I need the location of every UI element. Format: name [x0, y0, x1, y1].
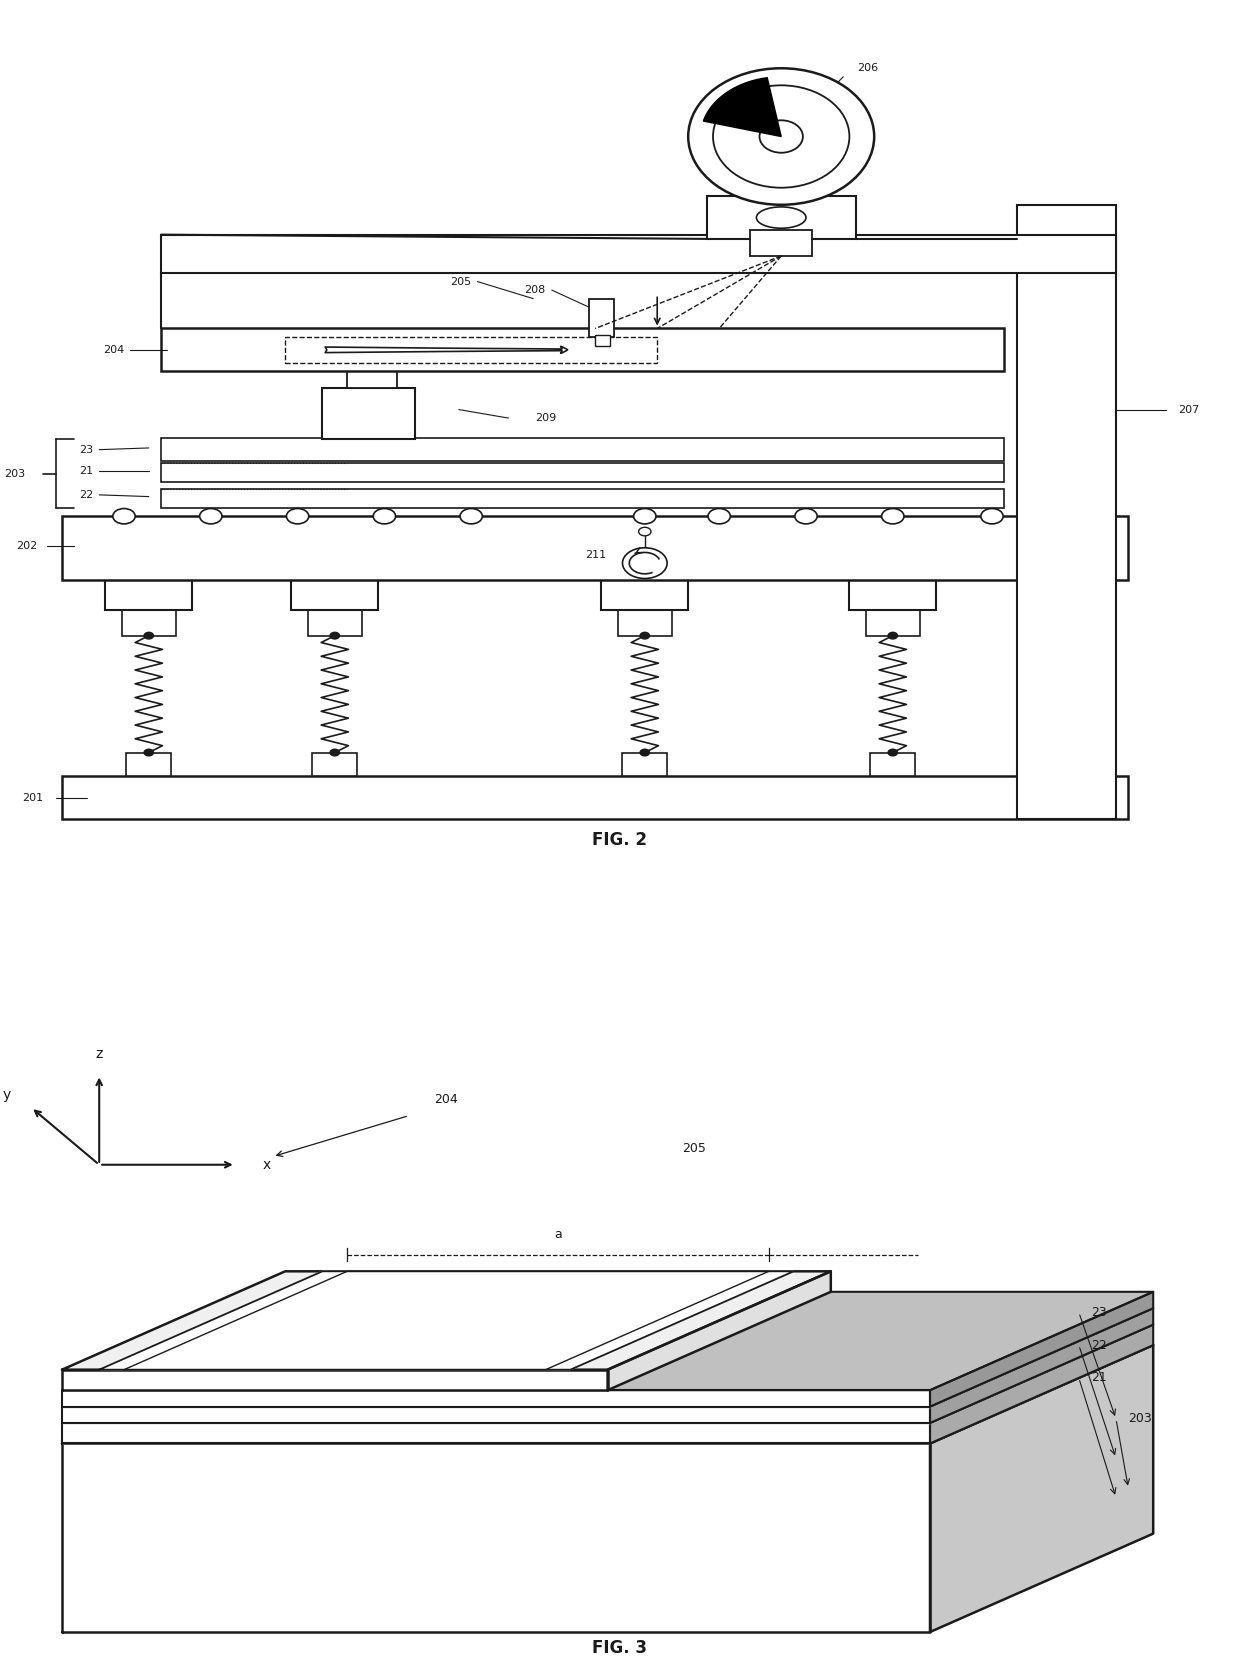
Polygon shape — [930, 1345, 1153, 1633]
Circle shape — [286, 509, 309, 524]
Bar — [750, 231, 812, 256]
Bar — [622, 753, 667, 776]
Text: z: z — [95, 1047, 103, 1061]
Bar — [347, 371, 397, 388]
Ellipse shape — [688, 69, 874, 204]
Text: 204: 204 — [434, 1092, 459, 1106]
Bar — [126, 753, 171, 776]
Bar — [312, 753, 357, 776]
Polygon shape — [62, 1308, 1153, 1407]
Polygon shape — [930, 1308, 1153, 1424]
Text: 22: 22 — [79, 490, 93, 500]
Circle shape — [144, 750, 154, 756]
Circle shape — [622, 547, 667, 579]
Text: FIG. 3: FIG. 3 — [593, 1640, 647, 1658]
Circle shape — [795, 509, 817, 524]
Circle shape — [888, 750, 898, 756]
Polygon shape — [62, 1390, 930, 1407]
Bar — [618, 611, 672, 636]
Text: 21: 21 — [1091, 1372, 1107, 1384]
Text: FIG. 2: FIG. 2 — [593, 831, 647, 850]
Text: a: a — [554, 1228, 562, 1241]
Text: 206: 206 — [857, 64, 879, 74]
Text: 207: 207 — [1178, 405, 1199, 415]
Polygon shape — [62, 1407, 930, 1424]
Polygon shape — [62, 1325, 1153, 1424]
Circle shape — [634, 509, 656, 524]
Circle shape — [981, 509, 1003, 524]
Polygon shape — [62, 1370, 608, 1390]
Circle shape — [200, 509, 222, 524]
Polygon shape — [608, 1271, 831, 1390]
Circle shape — [641, 632, 650, 639]
Circle shape — [113, 509, 135, 524]
Polygon shape — [62, 1424, 930, 1444]
Bar — [285, 336, 657, 363]
Text: 22: 22 — [1091, 1338, 1107, 1352]
Ellipse shape — [759, 120, 804, 152]
Text: x: x — [263, 1158, 270, 1171]
Polygon shape — [930, 1292, 1153, 1407]
Bar — [105, 581, 192, 611]
Text: 205: 205 — [450, 276, 471, 286]
Circle shape — [882, 509, 904, 524]
Bar — [308, 611, 362, 636]
Bar — [601, 581, 688, 611]
Bar — [161, 328, 1004, 371]
Text: 203: 203 — [4, 468, 25, 478]
Text: 201: 201 — [22, 793, 43, 803]
Polygon shape — [703, 77, 781, 137]
Polygon shape — [930, 1325, 1153, 1444]
Bar — [322, 388, 415, 440]
Bar — [849, 581, 936, 611]
Polygon shape — [62, 1444, 930, 1633]
Bar — [62, 517, 1128, 581]
Polygon shape — [99, 1271, 794, 1370]
Bar — [589, 299, 614, 336]
Bar — [161, 438, 1004, 460]
Text: 203: 203 — [1128, 1412, 1152, 1425]
Ellipse shape — [713, 85, 849, 187]
Circle shape — [330, 750, 339, 756]
Text: 211: 211 — [584, 550, 606, 559]
Bar — [866, 611, 920, 636]
Circle shape — [373, 509, 396, 524]
Bar — [870, 753, 915, 776]
Bar — [161, 489, 1004, 507]
Bar — [161, 463, 1004, 482]
Text: 204: 204 — [103, 345, 124, 355]
Bar — [1017, 204, 1116, 820]
Text: 209: 209 — [534, 413, 557, 423]
Text: 208: 208 — [525, 284, 546, 294]
Circle shape — [460, 509, 482, 524]
Bar — [595, 335, 610, 346]
Bar — [291, 581, 378, 611]
Circle shape — [330, 632, 339, 639]
Bar — [707, 196, 856, 239]
Polygon shape — [62, 1271, 831, 1370]
Ellipse shape — [756, 207, 806, 228]
Bar — [161, 234, 1116, 273]
Text: y: y — [2, 1087, 10, 1103]
Bar — [62, 776, 1128, 820]
Polygon shape — [62, 1345, 1153, 1444]
Text: 21: 21 — [79, 467, 93, 477]
Circle shape — [641, 750, 650, 756]
Text: 23: 23 — [79, 445, 93, 455]
Circle shape — [639, 527, 651, 535]
Circle shape — [888, 632, 898, 639]
Polygon shape — [62, 1292, 1153, 1390]
Text: 202: 202 — [16, 540, 37, 550]
Circle shape — [708, 509, 730, 524]
Text: 23: 23 — [1091, 1307, 1107, 1318]
Bar — [122, 611, 176, 636]
Text: 205: 205 — [682, 1143, 707, 1154]
Circle shape — [144, 632, 154, 639]
